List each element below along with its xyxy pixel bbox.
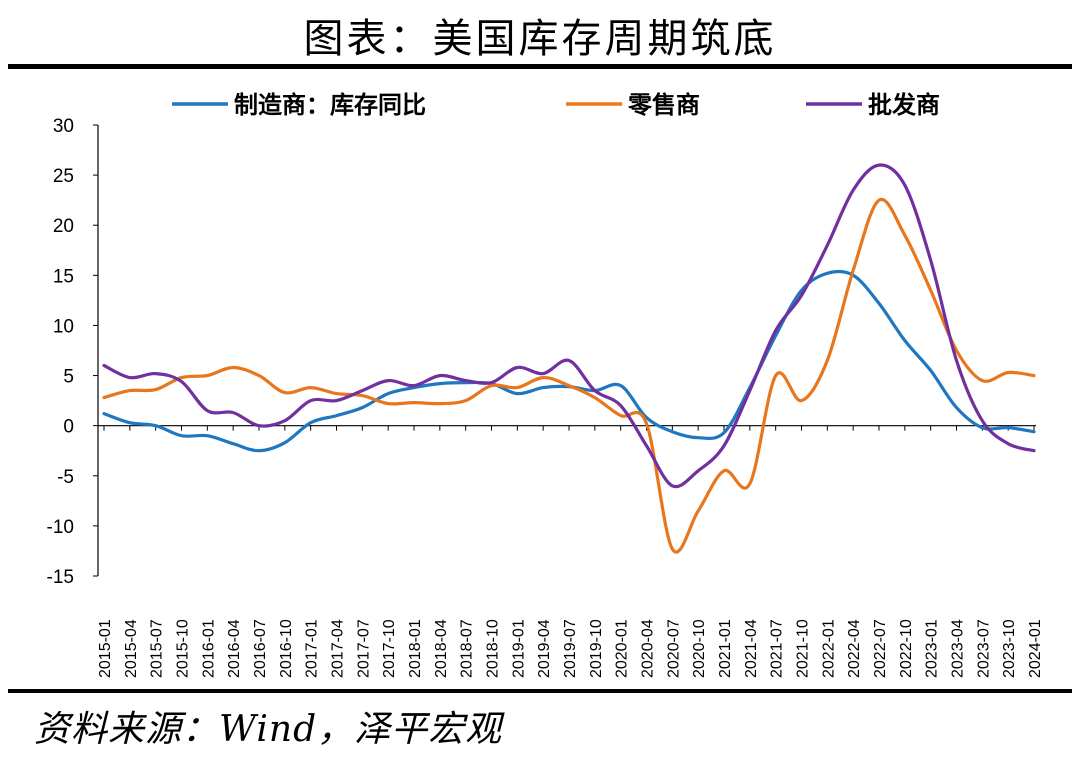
x-tick-label: 2018-01 <box>407 619 424 678</box>
x-tick-label: 2017-04 <box>330 619 347 678</box>
x-tick-label: 2016-07 <box>252 619 269 678</box>
x-tick-label: 2019-01 <box>510 619 527 678</box>
x-tick-label: 2018-07 <box>459 619 476 678</box>
legend-label-3: 批发商 <box>868 91 940 119</box>
x-tick-label: 2022-07 <box>872 619 889 678</box>
x-tick-label: 2024-01 <box>1027 619 1044 678</box>
y-axis-ticks: 30 25 20 15 10 5 0 -5 -10 -15 <box>47 116 98 588</box>
x-tick-label: 2016-04 <box>226 619 243 678</box>
x-tick-label: 2020-01 <box>614 619 631 678</box>
legend: 制造商：库存同比 零售商 批发商 <box>172 91 940 119</box>
y-tick-label: 25 <box>53 166 74 187</box>
series-lines <box>102 163 1036 554</box>
x-tick-label: 2022-04 <box>846 619 863 678</box>
chart-axes <box>97 125 1036 576</box>
legend-label-1: 制造商：库存同比 <box>234 91 426 119</box>
x-tick-label: 2015-10 <box>175 619 192 678</box>
x-tick-label: 2020-04 <box>640 619 657 678</box>
y-tick-label: -10 <box>47 517 74 538</box>
x-tick-label: 2018-10 <box>485 619 502 678</box>
x-tick-label: 2017-10 <box>381 619 398 678</box>
x-tick-label: 2023-10 <box>1001 619 1018 678</box>
x-tick-label: 2022-10 <box>898 619 915 678</box>
x-tick-label: 2023-04 <box>950 619 967 678</box>
x-tick-label: 2015-01 <box>97 619 114 678</box>
x-tick-label: 2023-01 <box>924 619 941 678</box>
x-tick-label: 2017-07 <box>355 619 372 678</box>
y-tick-label: 20 <box>53 216 74 237</box>
legend-label-2: 零售商 <box>627 91 700 119</box>
series-line-2 <box>102 197 1036 554</box>
top-rule <box>8 64 1072 69</box>
x-tick-label: 2019-07 <box>562 619 579 678</box>
x-tick-label: 2023-07 <box>975 619 992 678</box>
x-tick-label: 2016-10 <box>278 619 295 678</box>
bottom-rule <box>8 689 1072 693</box>
x-tick-label: 2015-04 <box>123 619 140 678</box>
x-axis-ticks: 2015-01 2015-04 2015-07 2015-10 2016-01 2016-… <box>97 425 1044 678</box>
x-tick-label: 2016-01 <box>200 619 217 678</box>
y-tick-label: 30 <box>53 116 74 137</box>
y-tick-label: 10 <box>53 316 74 337</box>
x-tick-label: 2021-01 <box>717 619 734 678</box>
x-tick-label: 2021-10 <box>795 619 812 678</box>
x-tick-label: 2020-10 <box>691 619 708 678</box>
x-tick-label: 2015-07 <box>149 619 166 678</box>
x-tick-label: 2017-01 <box>304 619 321 678</box>
chart-title: 图表：美国库存周期筑底 <box>303 16 777 62</box>
x-tick-label: 2019-04 <box>536 619 553 678</box>
y-tick-label: 15 <box>53 266 74 287</box>
y-tick-label: -5 <box>57 467 74 488</box>
y-tick-label: 5 <box>63 367 74 388</box>
x-tick-label: 2018-04 <box>433 619 450 678</box>
y-tick-label: -15 <box>47 567 74 588</box>
line-chart: 制造商：库存同比 零售商 批发商 30 25 20 15 10 5 0 -5 -10 -15 2015… <box>47 91 1044 678</box>
x-tick-label: 2019-10 <box>588 619 605 678</box>
x-tick-label: 2021-07 <box>769 619 786 678</box>
series-line-3 <box>102 163 1036 489</box>
x-tick-label: 2021-04 <box>743 619 760 678</box>
x-tick-label: 2022-01 <box>820 619 837 678</box>
x-tick-label: 2020-07 <box>665 619 682 678</box>
y-tick-label: 0 <box>63 417 74 438</box>
source-note: 资料来源：Wind，泽平宏观 <box>34 709 503 750</box>
